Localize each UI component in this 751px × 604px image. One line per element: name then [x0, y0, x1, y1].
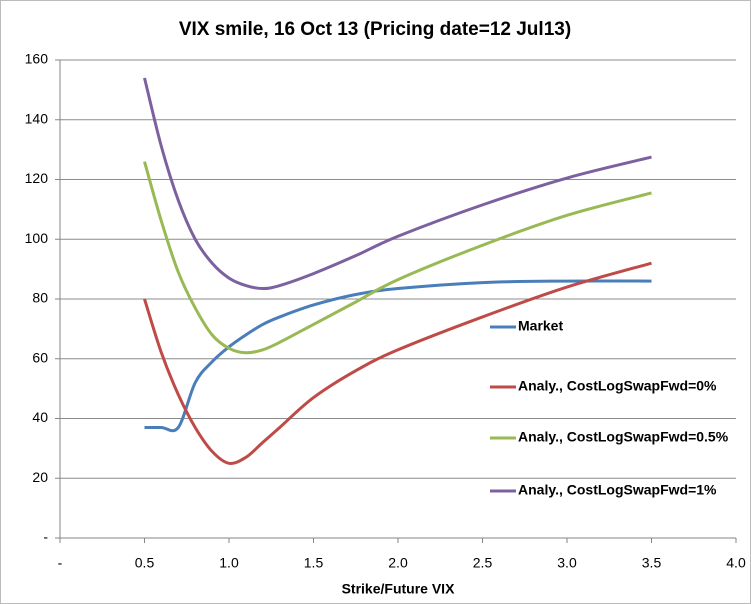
x-tick-label: 2.5: [473, 555, 493, 571]
y-tick-label: 80: [32, 290, 48, 306]
y-tick-label: 20: [32, 469, 48, 485]
x-tick-label: 3.5: [642, 555, 662, 571]
x-tick-label: 1.0: [219, 555, 239, 571]
x-tick-label: 1.5: [304, 555, 324, 571]
y-tick-label: 140: [25, 110, 49, 126]
series-line: [143, 261, 652, 465]
x-tick-label: 4.0: [726, 555, 746, 571]
y-tick-label: 60: [32, 349, 48, 365]
series-line: [143, 161, 652, 355]
x-axis-label: Strike/Future VIX: [342, 581, 455, 597]
x-tick-label: 2.0: [388, 555, 408, 571]
legend-label: Analy., CostLogSwapFwd=0.5%: [518, 429, 729, 445]
y-tick-label: 120: [25, 170, 49, 186]
series-line: [143, 77, 652, 291]
x-tick-label: 3.0: [557, 555, 577, 571]
legend-label: Market: [518, 318, 563, 334]
legend-label: Analy., CostLogSwapFwd=0%: [518, 378, 717, 394]
x-tick-label: 0.5: [135, 555, 155, 571]
x-tick-label: -: [58, 555, 63, 571]
y-tick-label: 160: [25, 51, 49, 67]
legend-label: Analy., CostLogSwapFwd=1%: [518, 482, 717, 498]
y-tick-label: 100: [25, 230, 49, 246]
chart-title: VIX smile, 16 Oct 13 (Pricing date=12 Ju…: [179, 19, 571, 40]
y-tick-label: -: [43, 529, 48, 545]
y-tick-label: 40: [32, 409, 48, 425]
